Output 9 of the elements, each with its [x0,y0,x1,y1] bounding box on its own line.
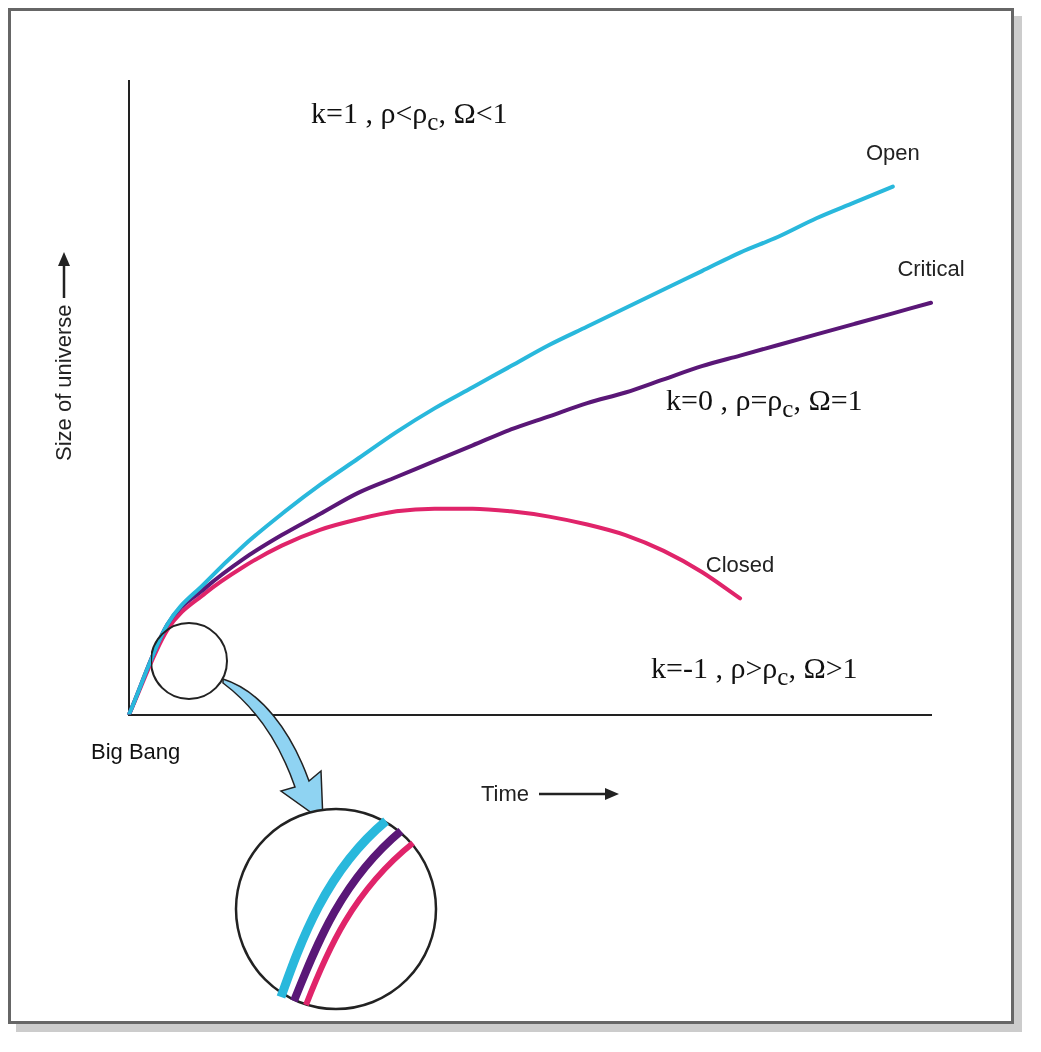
annotation: k=0 , ρ=ρ$_{c}$, Ω=1 [666,383,863,423]
annotation: k=-1 , ρ>ρ$_{c}$, Ω>1 [651,651,858,691]
series-label: Critical [897,255,965,281]
text: k=1 , ρ<ρ$_{c}$, Ω<1 [311,96,508,136]
x-axis-title: Time [481,781,530,807]
text: Big Bang [91,739,181,765]
series-label: Open [865,139,920,165]
series-label: Closed [705,551,775,577]
y-axis-title: Size of universe [51,304,77,461]
